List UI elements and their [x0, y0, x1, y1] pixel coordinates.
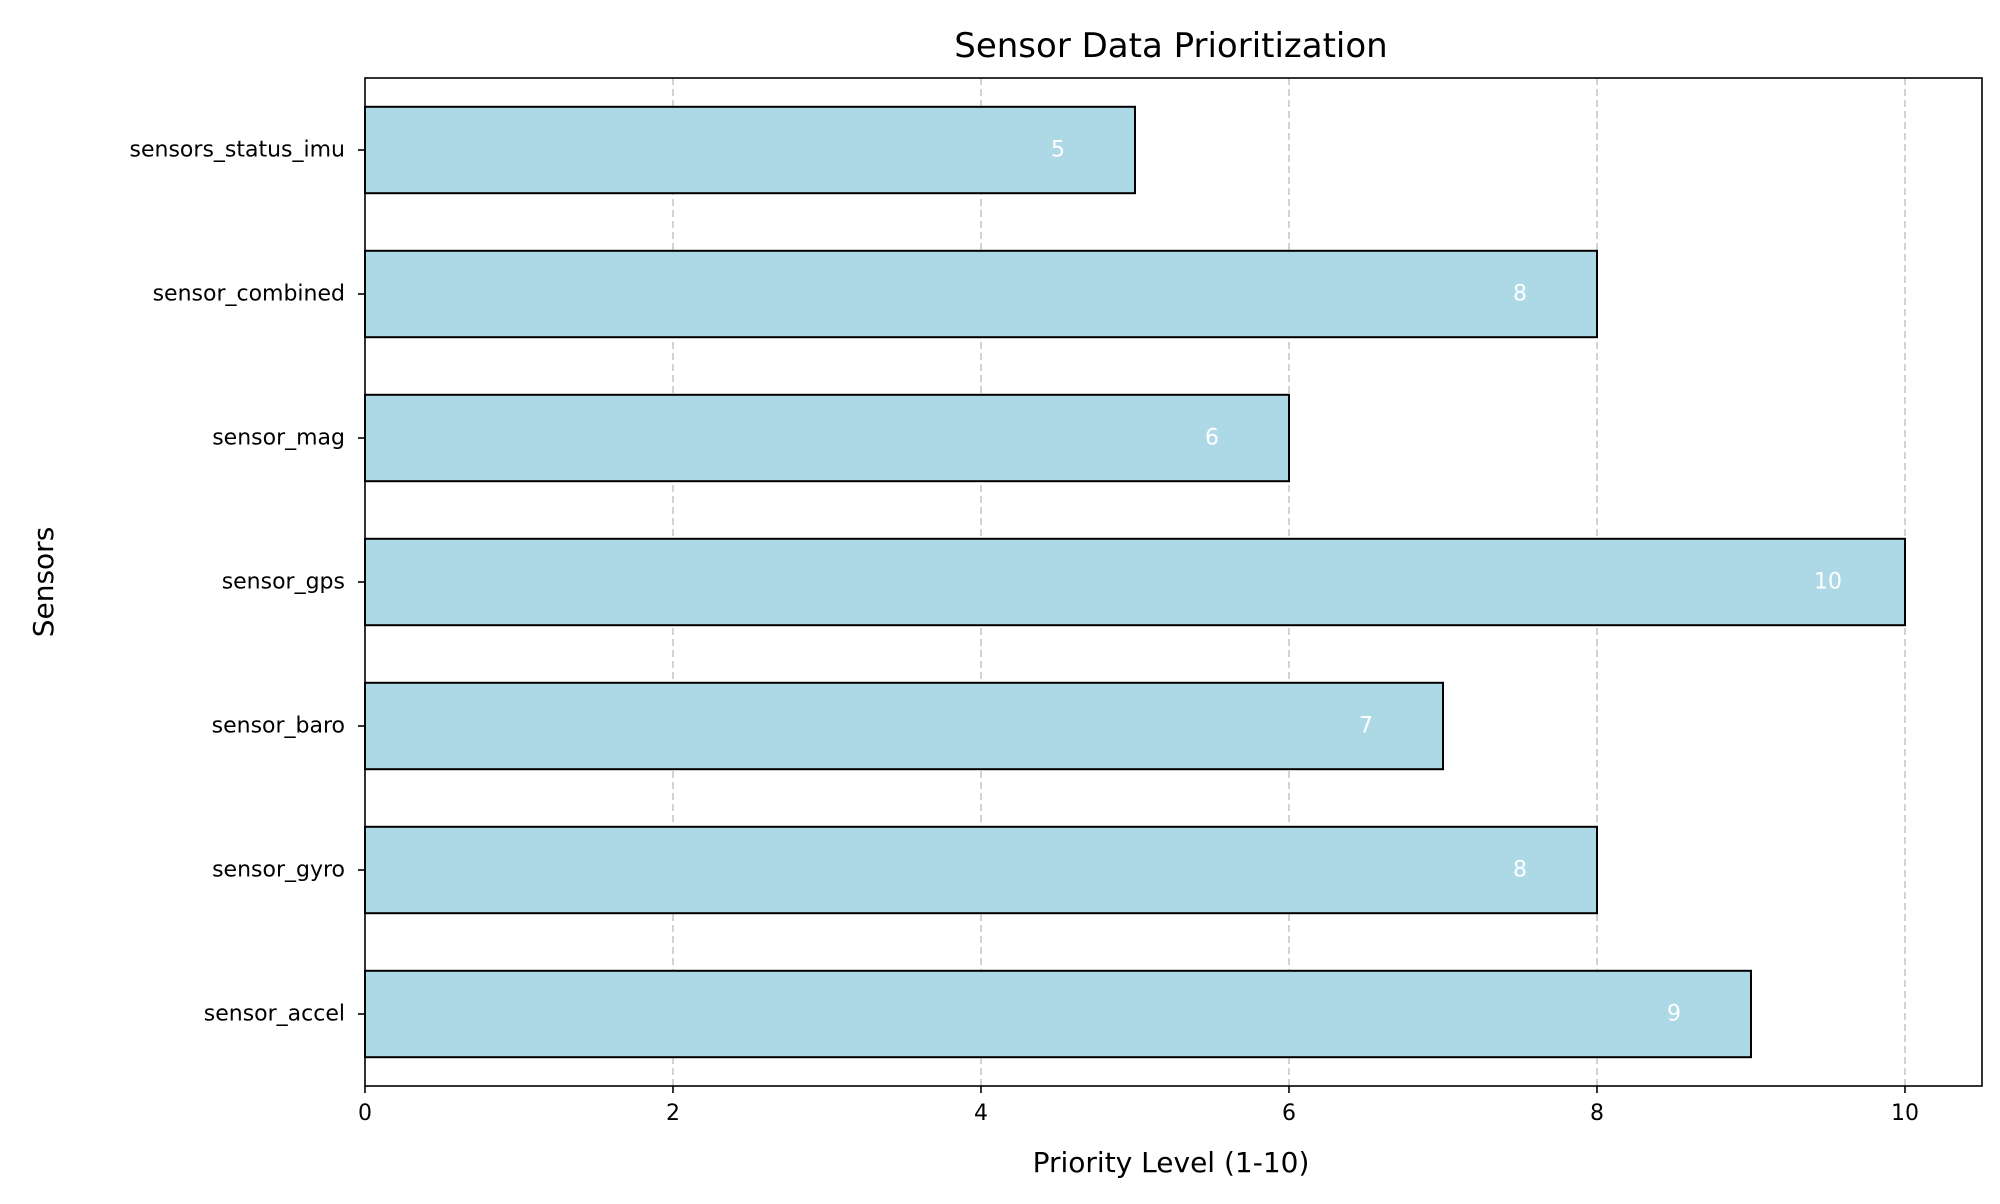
- y-tick-label: sensor_gyro: [212, 858, 345, 883]
- bar-sensors_status_imu: [364, 105, 1136, 195]
- y-axis-label: Sensors: [27, 527, 60, 638]
- bar-sensor_combined: [364, 249, 1598, 339]
- x-tick-label: 10: [1891, 1101, 1919, 1126]
- x-tick-label: 0: [358, 1101, 372, 1126]
- x-tick-label: 2: [666, 1101, 680, 1126]
- bar-sensor_mag: [364, 393, 1290, 483]
- bar-value-label: 8: [1513, 858, 1527, 883]
- y-tick-label: sensor_mag: [212, 426, 345, 451]
- grid-lines: [672, 78, 1906, 1086]
- y-tick-label: sensor_combined: [153, 282, 345, 307]
- y-tick-label: sensor_accel: [204, 1002, 345, 1027]
- x-tick-label: 8: [1590, 1101, 1604, 1126]
- bar-value-label: 10: [1814, 570, 1842, 595]
- bar-sensor_baro: [364, 681, 1444, 771]
- bar-value-label: 6: [1205, 426, 1219, 451]
- x-axis-label: Priority Level (1-10): [1033, 1146, 1310, 1179]
- bar-value-label: 8: [1513, 282, 1527, 307]
- y-tick-label: sensors_status_imu: [130, 138, 345, 163]
- x-axis-ticks: 0 2 4 6 8 10: [358, 1086, 1919, 1126]
- bar-value-label: 7: [1359, 714, 1373, 739]
- bar-sensor_gyro: [364, 825, 1598, 915]
- bars: [364, 105, 1906, 1059]
- bar-value-labels: 9 8 7 10 6 8 5: [1051, 138, 1842, 1027]
- x-tick-label: 6: [1282, 1101, 1296, 1126]
- y-tick-label: sensor_baro: [212, 714, 345, 739]
- x-tick-label: 4: [974, 1101, 988, 1126]
- bar-sensor_accel: [364, 969, 1752, 1059]
- bar-value-label: 9: [1667, 1002, 1681, 1027]
- y-axis-ticks: sensor_accel sensor_gyro sensor_baro sensor…: [130, 138, 365, 1027]
- bar-sensor_gps: [364, 537, 1906, 627]
- chart-title: Sensor Data Prioritization: [954, 26, 1387, 66]
- y-tick-label: sensor_gps: [222, 570, 345, 595]
- bar-value-label: 5: [1051, 138, 1065, 163]
